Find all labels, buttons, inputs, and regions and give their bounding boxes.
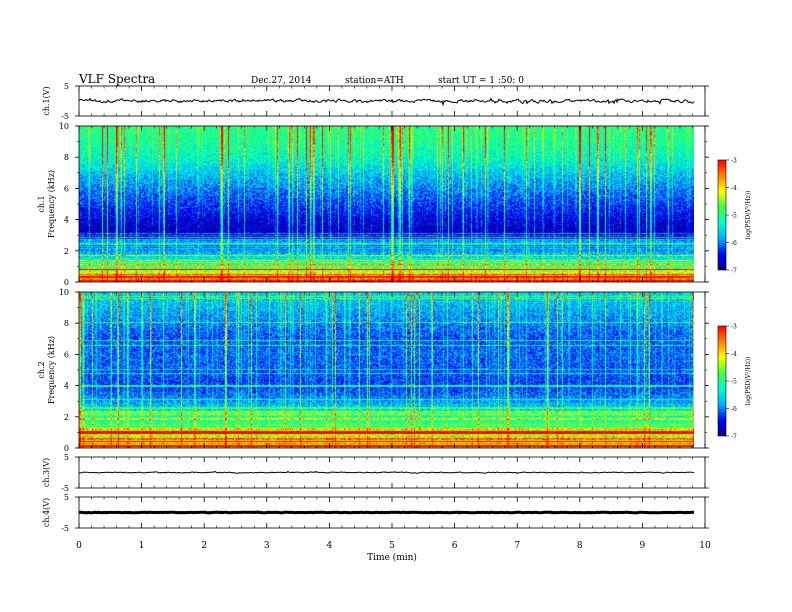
waveform-layer (78, 97, 695, 515)
x-tick-label: 10 (699, 541, 711, 551)
header-title: VLF Spectra (79, 72, 156, 86)
colorbar-label: log(PSD(V²/Hz)) (745, 357, 752, 406)
x-tick-label: 7 (514, 541, 520, 551)
x-tick-label: 6 (452, 541, 458, 551)
ch2-spectrogram-ylabel: Frequency (kHz) (47, 336, 56, 404)
colorbar-ch2 (717, 325, 727, 437)
y-tick-label: -5 (61, 524, 69, 533)
y-tick-label: 5 (64, 82, 69, 91)
x-tick-label: 0 (76, 541, 82, 551)
ch1-spectrogram-ylabel: Frequency (kHz) (47, 170, 56, 238)
x-tick-label: 5 (389, 541, 395, 551)
ch1-waveform-ylabel: ch.1(V) (42, 86, 51, 115)
ch4-waveform-trace (79, 510, 694, 515)
spectrogram-layer (79, 126, 694, 448)
y-tick-label: 6 (64, 350, 69, 359)
y-tick-label: -5 (61, 484, 69, 493)
header-date: Dec.27, 2014 (251, 76, 312, 86)
colorbar-tick-label: -4 (731, 351, 737, 358)
colorbar-tick-label: -5 (731, 379, 737, 386)
y-tick-label: 2 (64, 247, 69, 256)
y-tick-label: -5 (61, 112, 69, 121)
colorbar-tick-label: -7 (731, 268, 737, 275)
y-tick-label: 5 (64, 493, 69, 502)
colorbar-tick-label: -5 (731, 213, 737, 220)
x-tick-label: 3 (264, 541, 270, 551)
ch2-spectrogram-ylabel: ch.2 (37, 361, 46, 378)
colorbar-ch1 (717, 159, 727, 271)
spectrogram-image-ch2 (79, 292, 694, 448)
colorbar-tick-label: -7 (731, 434, 737, 441)
ch3-waveform-trace (78, 470, 694, 475)
ch1-spectrogram-ylabel: ch.1 (37, 195, 46, 212)
ch3-waveform-ylabel: ch.3(V) (42, 458, 51, 487)
header-station: station=ATH (345, 76, 404, 86)
x-tick-label: 1 (139, 541, 145, 551)
y-tick-label: 0 (64, 444, 69, 453)
ch1-waveform-trace (78, 97, 695, 107)
y-tick-label: 10 (59, 122, 69, 131)
x-tick-label: 2 (201, 541, 207, 551)
y-tick-label: 6 (64, 184, 69, 193)
axes-layer (75, 85, 729, 529)
spectrogram-image-ch1 (79, 126, 694, 282)
y-tick-label: 8 (64, 319, 69, 328)
colorbar-tick-label: -3 (731, 158, 737, 165)
y-tick-label: 4 (64, 216, 69, 225)
colorbar-tick-label: -4 (731, 185, 737, 192)
header-start-time: start UT = 1 :50: 0 (438, 76, 524, 86)
colorbar-tick-label: -3 (731, 324, 737, 331)
y-tick-label: 2 (64, 413, 69, 422)
y-tick-label: 5 (64, 453, 69, 462)
colorbar-label: log(PSD(V²/Hz)) (745, 191, 752, 240)
y-tick-label: 10 (59, 288, 69, 297)
x-tick-label: 8 (577, 541, 583, 551)
y-tick-label: 4 (64, 382, 69, 391)
y-tick-label: 8 (64, 153, 69, 162)
x-axis-label: Time (min) (367, 552, 417, 563)
colorbar-tick-label: -6 (731, 406, 737, 413)
x-tick-label: 4 (327, 541, 333, 551)
colorbar-tick-label: -6 (731, 240, 737, 247)
x-tick-label: 9 (640, 541, 646, 551)
y-tick-label: 0 (64, 278, 69, 287)
ch4-waveform-ylabel: ch.4(V) (42, 498, 51, 527)
